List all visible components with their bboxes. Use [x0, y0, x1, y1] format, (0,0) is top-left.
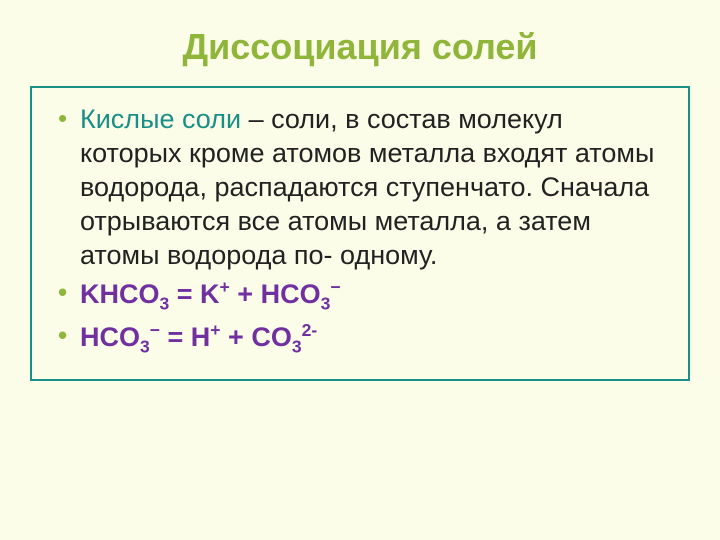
- eq1-p2: = K: [169, 279, 219, 309]
- bullet-list: Кислые соли – соли, в состав молекул кот…: [54, 102, 666, 357]
- eq1-sup2: +: [220, 277, 230, 297]
- eq2-sub3: 3: [292, 336, 302, 356]
- equation-2: HCO3− = H+ + CO32-: [54, 319, 666, 357]
- slide-title: Диссоциация солей: [30, 26, 690, 68]
- eq2-p2: = H: [160, 322, 210, 352]
- eq2-sup1: −: [150, 320, 160, 340]
- eq1-sub3: 3: [321, 293, 331, 313]
- eq1-sub1: 3: [160, 293, 170, 313]
- slide: Диссоциация солей Кислые соли – соли, в …: [0, 0, 720, 540]
- content-box: Кислые соли – соли, в состав молекул кот…: [30, 86, 690, 381]
- term-text: Кислые соли: [80, 104, 241, 134]
- eq2-p1: HCO: [80, 322, 140, 352]
- definition-item: Кислые соли – соли, в состав молекул кот…: [54, 102, 666, 272]
- eq2-sup2: +: [210, 320, 220, 340]
- eq2-sub1: 3: [140, 336, 150, 356]
- eq2-p3: + CO: [221, 322, 292, 352]
- eq1-sup3: −: [330, 277, 340, 297]
- eq1-p3: + HCO: [230, 279, 321, 309]
- eq1-p1: KHCO: [80, 279, 160, 309]
- equation-1: KHCO3 = K+ + HCO3−: [54, 276, 666, 314]
- eq2-sup3: 2-: [302, 320, 318, 340]
